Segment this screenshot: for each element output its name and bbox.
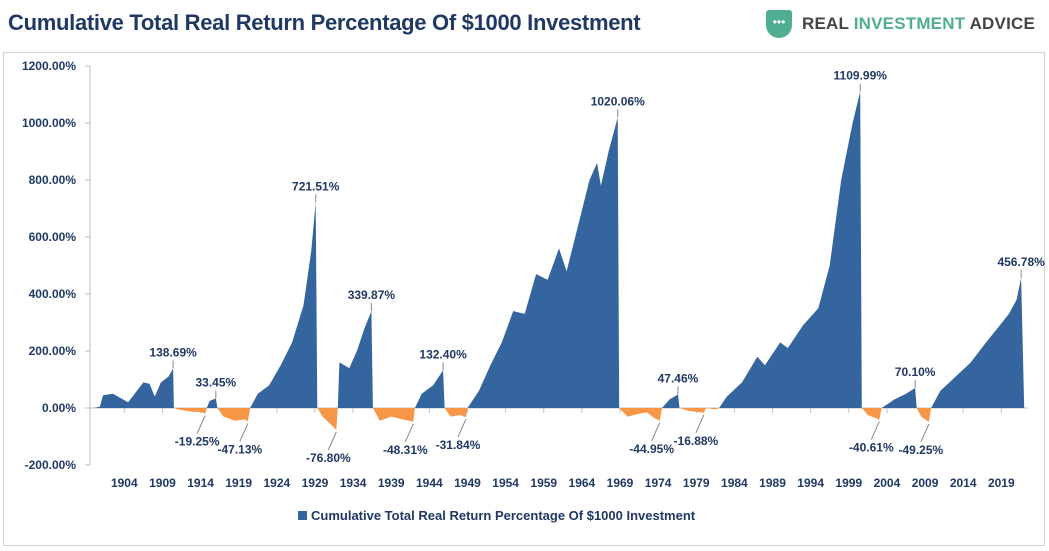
negative-return-area [93, 408, 1025, 430]
annotation-label: -47.13% [218, 442, 263, 456]
y-tick-label: 400.00% [29, 287, 77, 301]
x-tick-label: 1964 [569, 476, 596, 490]
annotation-label: -48.31% [383, 443, 428, 457]
annotation-label: -49.25% [899, 443, 944, 457]
x-tick-label: 1939 [378, 476, 405, 490]
x-tick-label: 1959 [530, 476, 557, 490]
annotation-label: 33.45% [195, 375, 236, 389]
chart-title: Cumulative Total Real Return Percentage … [8, 10, 641, 35]
x-tick-label: 1989 [759, 476, 786, 490]
x-tick-label: 2014 [950, 476, 977, 490]
x-tick-label: 1974 [645, 476, 672, 490]
x-tick-label: 1969 [607, 476, 634, 490]
x-tick-label: 1904 [111, 476, 138, 490]
annotation-label: 1020.06% [591, 94, 645, 108]
annotation-label: -19.25% [175, 434, 220, 448]
y-tick-label: 1200.00% [22, 59, 76, 73]
annotation-leader [920, 423, 930, 443]
annotation-label: 138.69% [149, 345, 197, 359]
annotation-label: 70.10% [895, 365, 936, 379]
legend-swatch [298, 511, 307, 520]
x-tick-label: 1914 [187, 476, 214, 490]
x-tick-label: 1954 [492, 476, 519, 490]
x-tick-label: 1999 [835, 476, 862, 490]
annotation-leader [457, 418, 467, 438]
x-tick-label: 1984 [721, 476, 748, 490]
x-tick-label: 2009 [912, 476, 939, 490]
x-tick-label: 1934 [340, 476, 367, 490]
logo-word-2: INVESTMENT [853, 14, 966, 33]
y-tick-label: 800.00% [29, 173, 77, 187]
y-tick-label: 600.00% [29, 230, 77, 244]
shield-icon: ••• [766, 10, 792, 38]
x-tick-label: 1909 [149, 476, 176, 490]
x-tick-label: 1919 [225, 476, 252, 490]
x-tick-label: 1949 [454, 476, 481, 490]
chart-frame [3, 52, 1045, 546]
annotation-leader [239, 423, 249, 442]
annotation-leader [327, 431, 337, 451]
annotation-label: -31.84% [436, 438, 481, 452]
x-tick-label: 1924 [263, 476, 290, 490]
legend: Cumulative Total Real Return Percentage … [298, 508, 696, 523]
annotation-label: -16.88% [674, 434, 719, 448]
x-tick-label: 2019 [988, 476, 1015, 490]
annotation-leader [870, 421, 880, 440]
annotation-label: 1109.99% [834, 69, 888, 83]
x-tick-label: 2004 [874, 476, 901, 490]
x-tick-label: 1944 [416, 476, 443, 490]
annotation-leader [651, 422, 661, 442]
annotation-label: 721.51% [292, 179, 340, 193]
annotation-leader [695, 414, 705, 434]
y-tick-label: 0.00% [42, 401, 76, 415]
annotation-leader [196, 415, 206, 434]
x-tick-label: 1929 [302, 476, 329, 490]
y-tick-label: 1000.00% [22, 116, 76, 130]
annotation-label: 339.87% [348, 288, 396, 302]
y-tick-label: -200.00% [25, 458, 77, 472]
positive-return-area [93, 91, 1025, 408]
y-tick-label: 200.00% [29, 344, 77, 358]
annotation-leader [404, 423, 414, 442]
logo-word-3: ADVICE [969, 14, 1036, 33]
x-tick-label: 1994 [797, 476, 824, 490]
brand-logo: ••• REAL INVESTMENT ADVICE [766, 10, 1035, 38]
annotation-label: -40.61% [849, 441, 894, 455]
annotation-label: 47.46% [658, 371, 699, 385]
annotation-label: 132.40% [419, 347, 467, 361]
logo-word-1: REAL [802, 14, 849, 33]
legend-label: Cumulative Total Real Return Percentage … [311, 508, 696, 523]
annotation-label: -44.95% [629, 442, 674, 456]
annotation-label: -76.80% [306, 451, 351, 465]
x-tick-label: 1979 [683, 476, 710, 490]
annotation-label: 456.78% [997, 255, 1045, 269]
